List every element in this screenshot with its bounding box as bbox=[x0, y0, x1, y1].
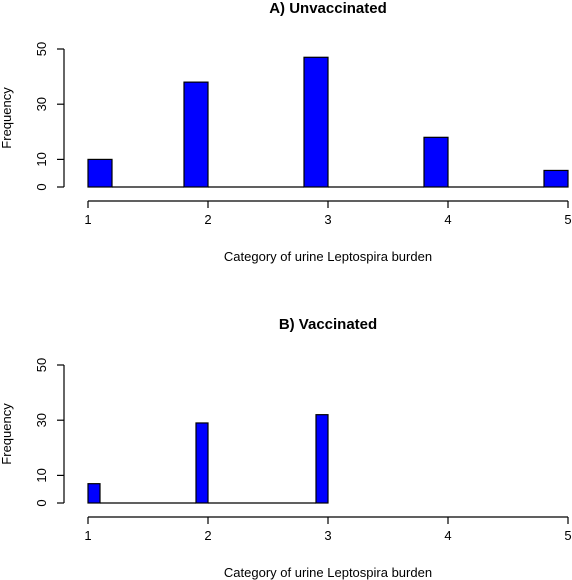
y-tick-label: 10 bbox=[34, 468, 49, 482]
x-tick-label: 3 bbox=[324, 528, 331, 543]
y-tick-label: 30 bbox=[34, 97, 49, 111]
y-tick-label: 0 bbox=[34, 499, 49, 506]
bar-group bbox=[87, 56, 569, 188]
x-tick-label: 1 bbox=[84, 528, 91, 543]
y-axis-label: Frequency bbox=[0, 87, 14, 149]
y-tick-label: 50 bbox=[34, 358, 49, 372]
x-axis-label: Category of urine Leptospira burden bbox=[224, 249, 432, 264]
histogram-bar bbox=[87, 483, 101, 504]
histogram-bar bbox=[87, 158, 113, 188]
y-tick-label: 30 bbox=[34, 413, 49, 427]
histogram-bar bbox=[423, 136, 449, 188]
histogram-bar bbox=[303, 56, 329, 188]
y-axis: 0 10 30 50 bbox=[34, 358, 65, 507]
x-tick-label: 2 bbox=[204, 528, 211, 543]
x-tick-label: 2 bbox=[204, 212, 211, 227]
x-tick-label: 3 bbox=[324, 212, 331, 227]
histogram-bar bbox=[195, 422, 209, 504]
panel-unvaccinated: A) Unvaccinated Frequency Category of ur… bbox=[0, 0, 572, 264]
chart-title: B) Vaccinated bbox=[279, 316, 377, 333]
x-axis-label: Category of urine Leptospira burden bbox=[224, 565, 432, 580]
y-axis-label: Frequency bbox=[0, 403, 14, 465]
y-tick-label: 0 bbox=[34, 183, 49, 190]
histogram-bar bbox=[543, 169, 569, 188]
y-tick-label: 50 bbox=[34, 42, 49, 56]
x-tick-label: 4 bbox=[444, 212, 451, 227]
x-tick-label: 4 bbox=[444, 528, 451, 543]
x-tick-label: 1 bbox=[84, 212, 91, 227]
bar-group bbox=[87, 414, 329, 504]
x-tick-label: 5 bbox=[564, 212, 571, 227]
histogram-bar bbox=[315, 414, 329, 504]
y-axis: 0 10 30 50 bbox=[34, 42, 65, 191]
chart-title: A) Unvaccinated bbox=[269, 0, 387, 17]
x-axis: 1 2 3 4 5 bbox=[84, 200, 572, 227]
panel-vaccinated: B) Vaccinated Frequency Category of urin… bbox=[0, 316, 572, 580]
x-axis: 1 2 3 4 5 bbox=[84, 516, 572, 543]
y-tick-label: 10 bbox=[34, 152, 49, 166]
histogram-bar bbox=[183, 81, 209, 188]
x-tick-label: 5 bbox=[564, 528, 571, 543]
